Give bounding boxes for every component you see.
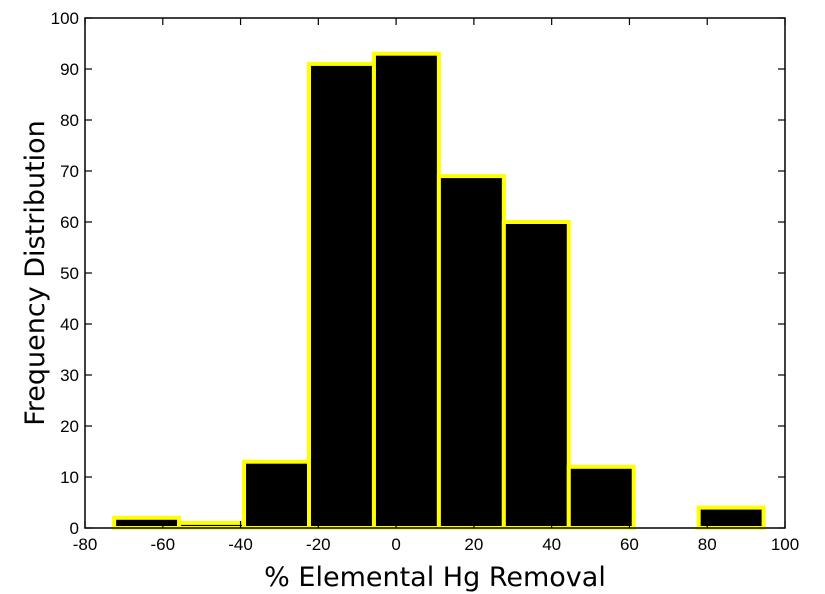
- x-tick-label: 0: [391, 535, 400, 554]
- y-axis-ticks: 0 10 20 30 40 50 60 70 80 90 100: [51, 9, 785, 538]
- x-tick-label: -40: [228, 535, 253, 554]
- x-tick-label: 100: [771, 535, 799, 554]
- x-tick-label: 20: [464, 535, 483, 554]
- histogram-bar: [696, 505, 766, 531]
- y-tick-label: 80: [60, 111, 79, 130]
- histogram-bar: [242, 459, 311, 531]
- y-tick-label: 30: [60, 366, 79, 385]
- y-tick-label: 50: [60, 264, 79, 283]
- x-tick-label: 60: [620, 535, 639, 554]
- x-tick-label: -80: [73, 535, 98, 554]
- y-tick-label: 40: [60, 315, 79, 334]
- y-tick-label: 70: [60, 162, 79, 181]
- y-tick-label: 10: [60, 468, 79, 487]
- x-tick-label: 40: [542, 535, 561, 554]
- histogram-bar: [436, 174, 506, 530]
- y-tick-label: 60: [60, 213, 79, 232]
- histogram-bar: [177, 520, 247, 531]
- histogram-bar: [112, 515, 182, 530]
- x-axis-ticks: -80 -60 -40 -20 0 20 40 60 80 100: [73, 18, 799, 554]
- bars-group: [112, 51, 766, 531]
- y-tick-label: 90: [60, 60, 79, 79]
- y-axis-title: Frequency Distribution: [20, 120, 51, 426]
- histogram-bar: [371, 51, 441, 530]
- x-tick-label: -60: [150, 535, 175, 554]
- x-tick-label: 80: [698, 535, 717, 554]
- x-tick-label: -20: [306, 535, 331, 554]
- y-tick-label: 20: [60, 417, 79, 436]
- histogram-bar: [501, 220, 571, 530]
- y-tick-label: 0: [70, 519, 79, 538]
- x-axis-title: % Elemental Hg Removal: [264, 562, 606, 593]
- histogram-bar: [307, 61, 376, 531]
- histogram-bar: [566, 464, 636, 530]
- y-tick-label: 100: [51, 9, 79, 28]
